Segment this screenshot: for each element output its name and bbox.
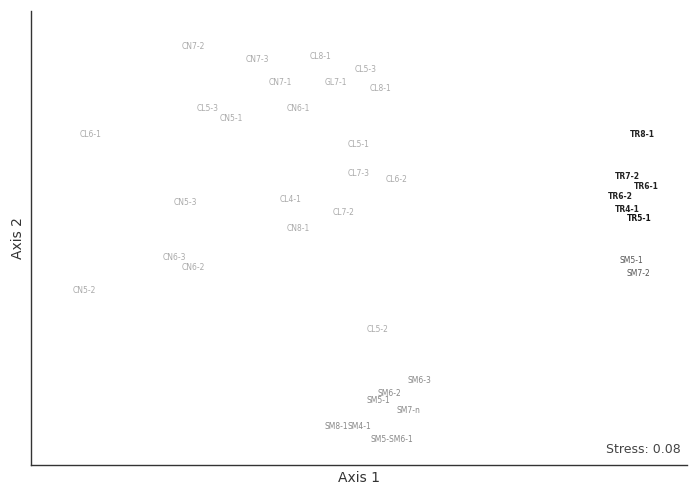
Text: CN6-2: CN6-2	[181, 263, 205, 272]
Text: CL8-1: CL8-1	[310, 52, 332, 61]
Text: TR7-2: TR7-2	[615, 172, 640, 181]
Text: CN7-3: CN7-3	[246, 55, 269, 64]
Text: CL5-1: CL5-1	[348, 140, 369, 149]
Text: CN7-2: CN7-2	[181, 42, 205, 51]
Text: CL4-1: CL4-1	[280, 195, 302, 204]
Text: SM5-1: SM5-1	[366, 396, 390, 405]
Text: CL6-2: CL6-2	[385, 175, 407, 185]
Text: CL7-2: CL7-2	[332, 208, 355, 217]
Text: CL6-1: CL6-1	[80, 130, 102, 139]
Y-axis label: Axis 2: Axis 2	[11, 217, 25, 259]
Text: CL5-3: CL5-3	[355, 65, 377, 74]
Text: SM4-1: SM4-1	[348, 422, 371, 431]
X-axis label: Axis 1: Axis 1	[338, 471, 380, 485]
Text: CN6-3: CN6-3	[163, 253, 186, 262]
Text: CN8-1: CN8-1	[287, 224, 311, 233]
Text: Stress: 0.08: Stress: 0.08	[606, 443, 681, 456]
Text: CN5-1: CN5-1	[219, 114, 243, 123]
Text: TR8-1: TR8-1	[630, 130, 655, 139]
Text: CL5-3: CL5-3	[197, 104, 218, 113]
Text: CN7-1: CN7-1	[268, 78, 292, 87]
Text: TR5-1: TR5-1	[627, 214, 651, 223]
Text: SM6-2: SM6-2	[378, 389, 401, 398]
Text: CL5-2: CL5-2	[366, 324, 388, 334]
Text: CL8-1: CL8-1	[370, 84, 392, 93]
Text: SM8-1: SM8-1	[325, 422, 348, 431]
Text: CN5-2: CN5-2	[72, 286, 96, 295]
Text: SM5-SM6-1: SM5-SM6-1	[370, 435, 413, 444]
Text: SM5-1: SM5-1	[619, 256, 643, 265]
Text: SM6-3: SM6-3	[408, 376, 431, 385]
Text: TR4-1: TR4-1	[615, 204, 640, 213]
Text: CL7-3: CL7-3	[348, 169, 369, 178]
Text: TR6-2: TR6-2	[608, 191, 632, 200]
Text: CN6-1: CN6-1	[287, 104, 311, 113]
Text: SM7-2: SM7-2	[627, 269, 651, 278]
Text: TR6-1: TR6-1	[634, 182, 659, 191]
Text: GL7-1: GL7-1	[325, 78, 348, 87]
Text: SM7-n: SM7-n	[396, 406, 420, 415]
Text: CN5-3: CN5-3	[174, 198, 198, 207]
